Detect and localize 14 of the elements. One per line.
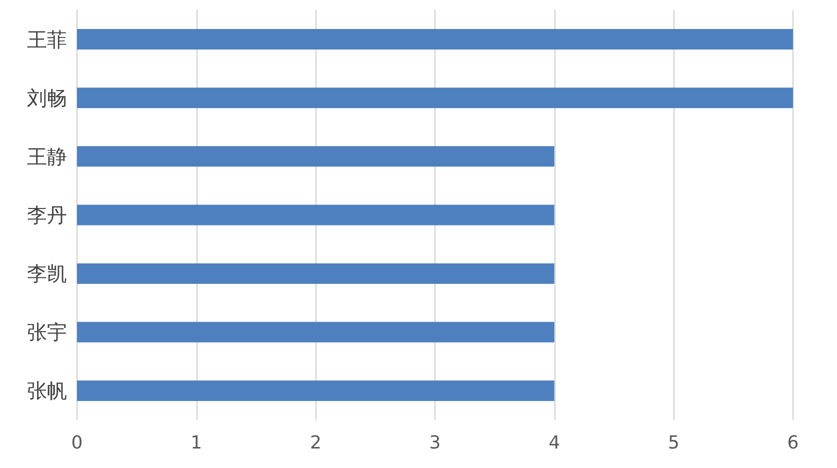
y-tick-label: 王菲: [27, 27, 67, 52]
x-tick-label: 5: [668, 432, 680, 454]
x-tick-label: 6: [787, 432, 799, 454]
y-tick-label: 王静: [27, 144, 67, 168]
y-tick-label: 李凯: [27, 262, 67, 286]
x-tick-label: 2: [310, 432, 322, 454]
y-tick-label: 李丹: [27, 203, 67, 227]
y-tick-label: 张宇: [27, 320, 67, 344]
x-tick-label: 0: [71, 432, 83, 454]
x-tick-label: 3: [429, 432, 441, 454]
x-tick-label: 4: [548, 432, 560, 454]
y-tick-label: 张帆: [27, 378, 67, 403]
x-tick-label: 1: [190, 432, 202, 454]
y-tick-label: 刘畅: [27, 86, 67, 110]
